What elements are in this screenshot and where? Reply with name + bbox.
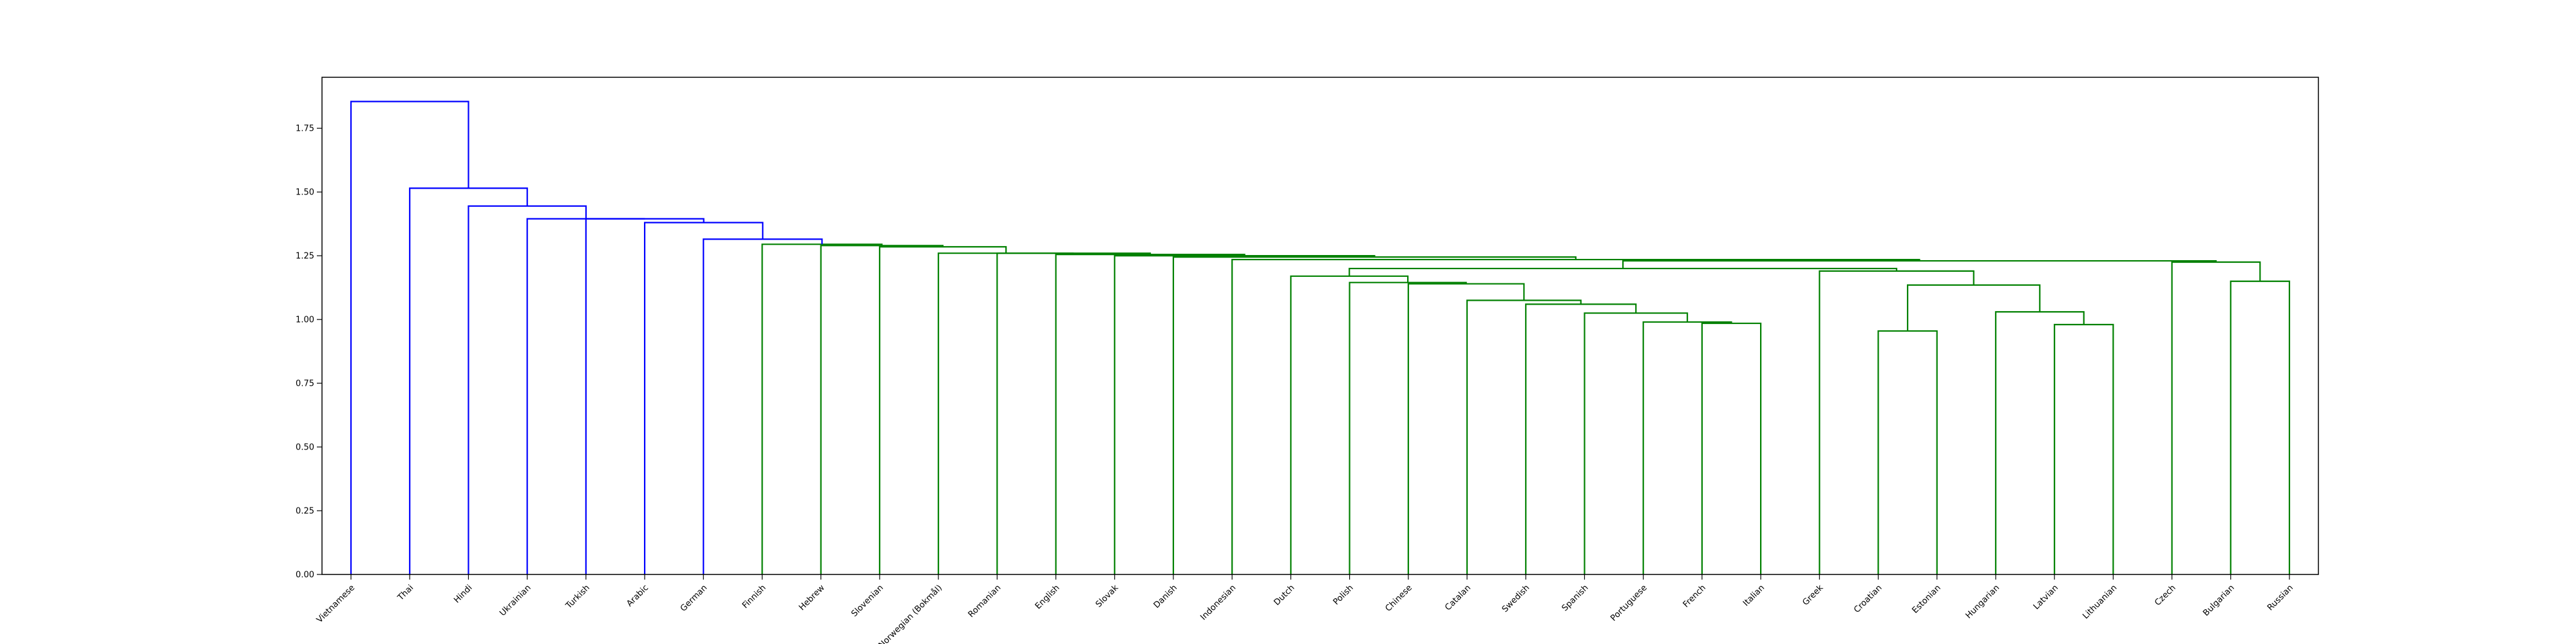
dendrogram-link bbox=[2171, 261, 2261, 574]
y-tick-label: 0.75 bbox=[296, 379, 314, 389]
dendrogram-link bbox=[350, 100, 469, 574]
dendrogram-link bbox=[1172, 256, 1577, 574]
y-tick-label: 1.25 bbox=[296, 252, 314, 261]
y-tick-label: 0.00 bbox=[296, 571, 314, 580]
dendrogram-link bbox=[878, 246, 1007, 574]
y-tick-label: 0.25 bbox=[296, 507, 314, 516]
dendrogram-link bbox=[1231, 258, 1920, 574]
dendrogram-link bbox=[526, 218, 645, 574]
dendrogram-link bbox=[938, 252, 1074, 574]
dendrogram-link bbox=[1642, 321, 1732, 574]
dendrogram-link bbox=[761, 243, 883, 574]
dendrogram-link bbox=[1994, 311, 2085, 574]
y-tick-label: 1.75 bbox=[296, 124, 314, 134]
axes-frame bbox=[321, 77, 2319, 575]
y-tick-label: 0.50 bbox=[296, 443, 314, 453]
dendrogram-link bbox=[1877, 330, 1938, 574]
y-axis: 0.00 0.25 0.50 0.75 1.00 1.25 1.50 1.75 bbox=[296, 124, 322, 580]
dendrogram-link bbox=[2230, 280, 2291, 574]
dendrogram-link bbox=[643, 222, 764, 574]
dendrogram-link bbox=[703, 238, 823, 574]
dendrogram-link bbox=[1525, 303, 1637, 574]
dendrogram-link bbox=[2054, 323, 2114, 574]
y-tick-label: 1.00 bbox=[296, 316, 314, 325]
dendrogram-link bbox=[1407, 283, 1525, 574]
y-tick-label: 1.50 bbox=[296, 188, 314, 198]
dendrogram-link bbox=[1055, 254, 1245, 574]
dendrogram-links bbox=[350, 100, 2291, 574]
